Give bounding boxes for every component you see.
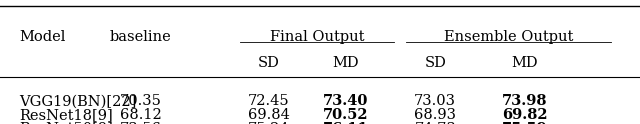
Text: 74.73: 74.73	[414, 122, 456, 124]
Text: 69.84: 69.84	[248, 108, 290, 122]
Text: 76.11: 76.11	[323, 122, 369, 124]
Text: 73.56: 73.56	[120, 122, 162, 124]
Text: ResNet18[9]: ResNet18[9]	[19, 108, 113, 122]
Text: 68.12: 68.12	[120, 108, 162, 122]
Text: MD: MD	[511, 56, 538, 70]
Text: 69.82: 69.82	[502, 108, 548, 122]
Text: 75.24: 75.24	[248, 122, 290, 124]
Text: 70.35: 70.35	[120, 94, 162, 108]
Text: Model: Model	[19, 30, 65, 44]
Text: SD: SD	[258, 56, 280, 70]
Text: 73.98: 73.98	[502, 94, 548, 108]
Text: Final Output: Final Output	[269, 30, 364, 44]
Text: ResNet50[9]: ResNet50[9]	[19, 122, 113, 124]
Text: 73.03: 73.03	[414, 94, 456, 108]
Text: 73.40: 73.40	[323, 94, 368, 108]
Text: VGG19(BN)[22]: VGG19(BN)[22]	[19, 94, 136, 108]
Text: 72.45: 72.45	[248, 94, 290, 108]
Text: baseline: baseline	[110, 30, 172, 44]
Text: 68.93: 68.93	[414, 108, 456, 122]
Text: MD: MD	[332, 56, 359, 70]
Text: 75.59: 75.59	[502, 122, 548, 124]
Text: Ensemble Output: Ensemble Output	[444, 30, 573, 44]
Text: 70.52: 70.52	[323, 108, 369, 122]
Text: SD: SD	[424, 56, 446, 70]
